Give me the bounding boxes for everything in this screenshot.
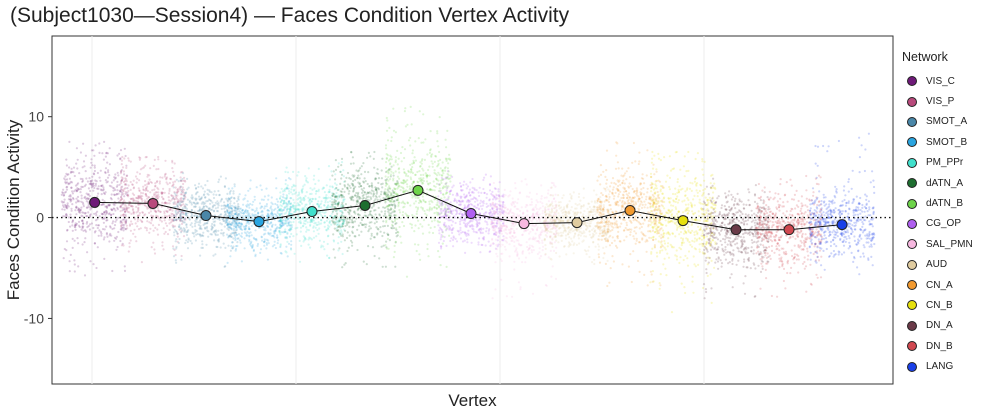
legend-item-dATN_A: dATN_A [902, 173, 997, 193]
legend-swatch [907, 361, 917, 372]
network-mean-points [89, 184, 848, 236]
chart-title: (Subject1030—Session4) — Faces Condition… [10, 4, 570, 27]
legend-item-LANG: LANG [902, 356, 997, 376]
legend-label: PM_PPr [926, 157, 964, 169]
legend-item-AUD: AUD [902, 255, 997, 275]
legend-label: SMOT_A [926, 116, 968, 128]
y-tick-label--10: -10 [24, 310, 44, 326]
cloud-CN_A [596, 141, 664, 288]
cloud-SAL_PMN [490, 178, 559, 300]
legend-item-VIS_C: VIS_C [902, 71, 997, 91]
legend-swatch [907, 116, 917, 127]
legend-label: DN_B [926, 340, 953, 352]
legend-swatch [907, 198, 917, 209]
cloud-DN_B [755, 174, 824, 298]
cloud-dATN_B [384, 105, 452, 278]
legend-swatch [907, 239, 917, 250]
legend-item-CN_A: CN_A [902, 275, 997, 295]
mean-point-VIS_P [147, 197, 159, 209]
grid-lines [91, 36, 705, 384]
legend-label: SAL_PMN [926, 238, 973, 250]
legend-swatch [907, 300, 917, 311]
mean-point-SAL_PMN [518, 218, 530, 230]
legend-swatch [907, 178, 917, 189]
legend-swatch [907, 341, 917, 352]
cloud-VIS_C [60, 140, 129, 277]
legend-swatch [907, 320, 917, 331]
legend-label: VIS_P [926, 96, 955, 108]
cloud-CN_B [649, 150, 717, 314]
legend-item-dATN_B: dATN_B [902, 193, 997, 213]
legend-item-SAL_PMN: SAL_PMN [902, 234, 997, 254]
mean-point-SMOT_A [200, 210, 212, 222]
mean-point-AUD [571, 217, 583, 229]
legend-item-CN_B: CN_B [902, 295, 997, 315]
mean-point-dATN_A [359, 199, 371, 211]
legend-swatch [907, 280, 917, 291]
mean-point-dATN_B [412, 184, 424, 196]
mean-point-CG_OP [465, 208, 477, 220]
legend-title: Network [902, 50, 948, 64]
legend-item-CG_OP: CG_OP [902, 214, 997, 234]
x-axis-label: Vertex [448, 391, 497, 410]
legend-label: CG_OP [926, 218, 962, 230]
legend-swatch [907, 96, 917, 107]
y-axis-label: Faces Condition Activity [4, 119, 23, 300]
y-tick-label-10: 10 [28, 109, 44, 125]
legend: Network VIS_C VIS_P SMOT_A SMOT_B PM_PPr dATN… [902, 50, 997, 377]
legend-item-SMOT_B: SMOT_B [902, 132, 997, 152]
legend-swatch [907, 218, 917, 229]
mean-point-LANG [836, 219, 848, 231]
vertex-point-clouds [60, 105, 876, 314]
legend-item-VIS_P: VIS_P [902, 91, 997, 111]
legend-label: LANG [926, 361, 954, 373]
legend-swatch [907, 76, 917, 87]
legend-swatch [907, 259, 917, 270]
legend-item-DN_B: DN_B [902, 336, 997, 356]
cloud-DN_A [702, 177, 771, 300]
legend-label: VIS_C [926, 75, 955, 87]
legend-swatch [907, 137, 917, 148]
mean-point-DN_A [730, 224, 742, 236]
legend-label: CN_A [926, 279, 953, 291]
mean-point-CN_A [624, 205, 636, 217]
legend-label: AUD [926, 259, 948, 271]
y-tick-label-0: 0 [36, 210, 44, 226]
legend-label: dATN_B [926, 198, 964, 210]
legend-label: DN_A [926, 320, 953, 332]
mean-point-CN_B [677, 215, 689, 227]
legend-label: CN_B [926, 299, 953, 311]
legend-swatch [907, 157, 917, 168]
mean-point-PM_PPr [306, 206, 318, 218]
legend-item-SMOT_A: SMOT_A [902, 112, 997, 132]
mean-point-SMOT_B [253, 216, 265, 228]
mean-point-DN_B [783, 224, 795, 236]
legend-item-DN_A: DN_A [902, 316, 997, 336]
legend-label: dATN_A [926, 177, 964, 189]
mean-point-VIS_C [89, 196, 101, 208]
cloud-LANG [808, 132, 876, 276]
legend-label: SMOT_B [926, 136, 968, 148]
legend-items: VIS_C VIS_P SMOT_A SMOT_B PM_PPr dATN_A dATN_B… [902, 71, 997, 377]
y-axis: -10 0 10 [24, 109, 52, 326]
legend-item-PM_PPr: PM_PPr [902, 153, 997, 173]
